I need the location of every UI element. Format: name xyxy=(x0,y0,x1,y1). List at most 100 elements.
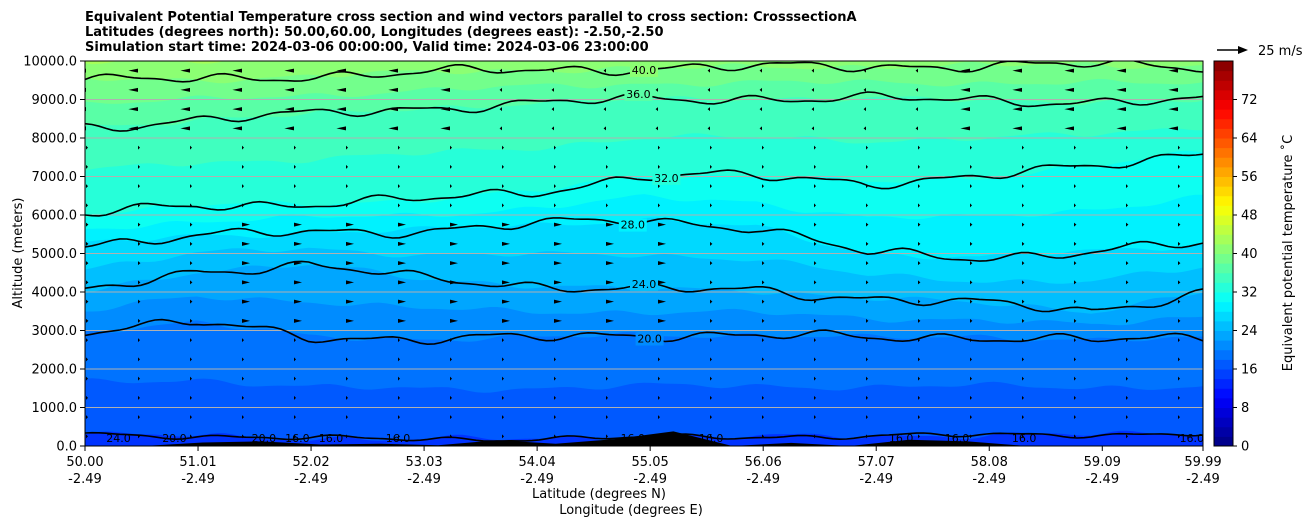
wind-vector xyxy=(1126,395,1128,400)
wind-vector xyxy=(970,280,973,285)
wind-vector xyxy=(918,318,921,323)
wind-vector xyxy=(499,107,502,112)
wind-vector xyxy=(440,68,450,73)
wind-vector xyxy=(1064,87,1074,92)
wind-vector xyxy=(918,395,920,400)
wind-vector xyxy=(450,299,458,304)
wind-vector xyxy=(242,376,244,381)
wind-vector xyxy=(814,203,816,208)
wind-vector xyxy=(554,415,556,420)
colorbar-tick-label: 24 xyxy=(1241,324,1258,339)
colorbar-segment xyxy=(1214,205,1233,216)
colorbar-segment xyxy=(1214,320,1233,331)
wind-vector xyxy=(86,434,88,439)
colorbar-segment xyxy=(1214,417,1233,428)
wind-vector xyxy=(814,357,816,362)
wind-vector xyxy=(1074,299,1077,304)
wind-vector xyxy=(336,126,346,131)
x-tick-label-lat: 54.04 xyxy=(519,455,556,470)
wind-vector xyxy=(1126,145,1128,150)
wind-vector xyxy=(811,126,814,131)
wind-vector xyxy=(1074,203,1076,208)
wind-vector xyxy=(502,357,504,362)
wind-vector xyxy=(658,376,660,381)
x-tick-label-lon: -2.49 xyxy=(972,472,1006,487)
plot-area xyxy=(85,61,1203,446)
wind-vector xyxy=(1074,415,1076,420)
wind-vector xyxy=(866,338,868,343)
wind-vector xyxy=(294,241,302,246)
colorbar-segment xyxy=(1214,195,1233,206)
colorbar-segment xyxy=(1214,282,1233,293)
colorbar-segment xyxy=(1214,61,1233,72)
wind-vector xyxy=(606,222,614,227)
wind-vector xyxy=(284,107,294,112)
wind-vector xyxy=(232,107,242,112)
y-tick-label: 0.0 xyxy=(56,440,77,455)
wind-vector xyxy=(658,395,660,400)
wind-vector xyxy=(658,145,660,150)
wind-vector xyxy=(970,145,972,150)
wind-vector xyxy=(970,395,972,400)
wind-vector xyxy=(294,318,302,323)
wind-vector xyxy=(128,87,138,92)
surface-contour-label: 16.0 xyxy=(1180,432,1205,445)
wind-vector xyxy=(86,145,88,150)
wind-vector xyxy=(398,434,400,439)
wind-vector xyxy=(86,376,88,381)
surface-contour-label: 20.0 xyxy=(252,432,277,445)
wind-vector xyxy=(762,357,764,362)
wind-vector xyxy=(346,395,348,400)
wind-vector xyxy=(1022,434,1024,439)
wind-vector xyxy=(606,241,614,246)
wind-vector xyxy=(398,318,406,323)
wind-vector xyxy=(960,126,970,131)
wind-vector xyxy=(1116,126,1126,131)
wind-vector xyxy=(1178,164,1180,169)
wind-vector xyxy=(86,203,88,208)
surface-contour-label: 16.0 xyxy=(889,432,914,445)
wind-vector xyxy=(1178,357,1180,362)
wind-vector xyxy=(658,357,660,362)
colorbar-segment xyxy=(1214,99,1233,110)
wind-vector xyxy=(450,145,452,150)
wind-vector xyxy=(710,164,712,169)
wind-vector xyxy=(502,415,504,420)
y-tick-label: 2000.0 xyxy=(32,363,78,378)
y-tick-label: 7000.0 xyxy=(32,170,78,185)
wind-vector xyxy=(863,126,866,131)
wind-vector xyxy=(440,87,450,92)
wind-vector xyxy=(1178,318,1181,323)
wind-vector xyxy=(866,395,868,400)
wind-vector xyxy=(811,87,814,92)
wind-vector xyxy=(242,395,244,400)
colorbar-segment xyxy=(1214,407,1233,418)
wind-vector xyxy=(1126,203,1128,208)
surface-contour-label: 16.0 xyxy=(386,432,411,445)
surface-contour-label: 16.0 xyxy=(1012,432,1037,445)
wind-vector xyxy=(554,357,556,362)
wind-vector xyxy=(86,261,89,266)
wind-vector xyxy=(814,222,817,227)
wind-vector xyxy=(1012,107,1022,112)
wind-vector xyxy=(658,415,660,420)
colorbar-tick-label: 40 xyxy=(1241,247,1258,262)
wind-vector xyxy=(232,87,242,92)
wind-vector xyxy=(86,299,89,304)
wind-vector xyxy=(398,203,400,208)
y-tick-label: 3000.0 xyxy=(32,324,78,339)
wind-vector xyxy=(450,203,452,208)
wind-vector xyxy=(450,357,452,362)
wind-vector xyxy=(606,203,608,208)
wind-vector xyxy=(970,184,972,189)
wind-key-label: 25 m/s xyxy=(1258,44,1303,59)
wind-vector xyxy=(1074,318,1077,323)
wind-vector xyxy=(180,68,190,73)
wind-vector xyxy=(242,261,250,266)
wind-vector xyxy=(1178,145,1180,150)
wind-vector xyxy=(1126,376,1128,381)
x-tick-label-lat: 59.09 xyxy=(1084,455,1121,470)
wind-vector xyxy=(1074,261,1077,266)
wind-vector xyxy=(294,299,302,304)
wind-vector xyxy=(502,434,504,439)
